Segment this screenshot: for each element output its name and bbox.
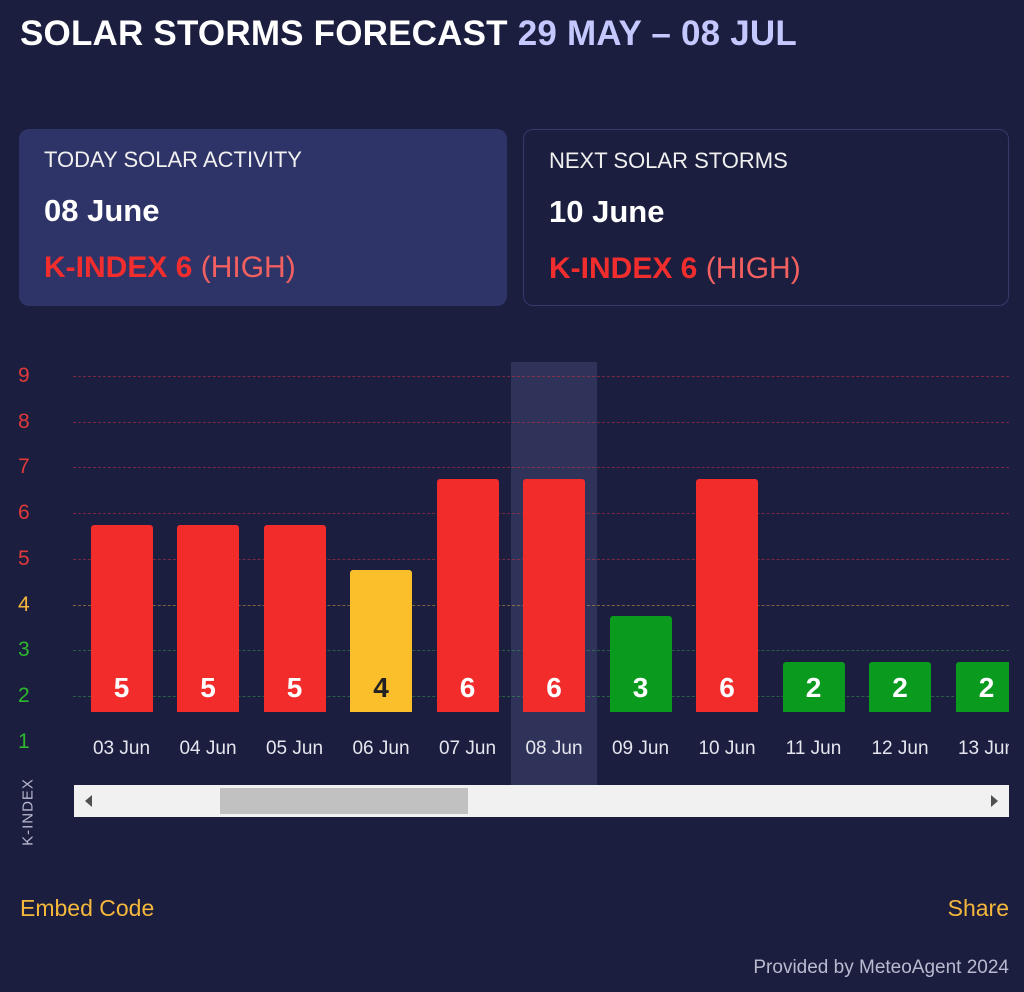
next-kindex: K-INDEX 6 (HIGH) <box>549 252 801 286</box>
y-tick-6: 6 <box>18 501 30 525</box>
chart-scrollbar[interactable] <box>74 785 1009 817</box>
today-activity-card: TODAY SOLAR ACTIVITY 08 June K-INDEX 6 (… <box>19 129 507 306</box>
x-tick-label: 12 Jun <box>871 738 929 759</box>
bar-value-label: 2 <box>978 671 995 703</box>
bar-08-jun[interactable] <box>523 478 585 712</box>
embed-code-link[interactable]: Embed Code <box>20 895 155 921</box>
y-tick-9: 9 <box>18 364 30 387</box>
bar-value-label: 6 <box>719 671 735 703</box>
next-storms-card: NEXT SOLAR STORMS 10 June K-INDEX 6 (HIG… <box>523 129 1009 306</box>
x-tick-label: 13 Jun <box>957 738 1009 759</box>
next-kindex-value: K-INDEX 6 <box>549 252 698 285</box>
bar-value-label: 5 <box>286 671 303 703</box>
x-tick-label: 04 Jun <box>179 738 237 759</box>
today-card-date: 08 June <box>44 193 160 228</box>
gridline-9 <box>73 376 1009 377</box>
y-tick-3: 3 <box>18 638 30 662</box>
y-tick-7: 7 <box>18 455 30 479</box>
bar-06-jun[interactable] <box>350 570 412 712</box>
x-tick-label: 10 Jun <box>698 738 756 759</box>
bar-04-jun[interactable] <box>177 524 239 712</box>
bar-13-jun[interactable] <box>955 661 1009 712</box>
bar-value-label: 4 <box>373 671 389 703</box>
date-range: 29 MAY – 08 JUL <box>517 14 797 53</box>
next-card-label: NEXT SOLAR STORMS <box>549 148 788 173</box>
x-tick-label: 03 Jun <box>92 738 151 759</box>
scroll-left-icon[interactable] <box>85 795 92 807</box>
gridline-7 <box>73 467 1009 469</box>
bar-09-jun[interactable] <box>609 615 672 712</box>
next-card-date: 10 June <box>549 194 665 229</box>
today-card-label: TODAY SOLAR ACTIVITY <box>44 147 302 172</box>
bar-value-label: 5 <box>113 671 130 703</box>
kindex-bar-chart[interactable]: 5 03 Jun 5 04 Jun 5 05 Jun 4 06 Jun 6 07 Jun 6 08 J… <box>73 362 1009 786</box>
y-tick-4: 4 <box>18 592 30 616</box>
y-axis-title: K-INDEX <box>19 778 37 846</box>
today-kindex: K-INDEX 6 (HIGH) <box>44 251 296 285</box>
gridline-8 <box>73 421 1009 423</box>
bar-05-jun[interactable] <box>263 524 326 712</box>
x-tick-label: 05 Jun <box>265 738 324 759</box>
bar-value-label: 2 <box>892 671 908 703</box>
y-tick-2: 2 <box>18 683 30 707</box>
bar-value-label: 6 <box>459 671 476 703</box>
page-title: SOLAR STORMS FORECAST 29 MAY – 08 JUL <box>20 14 797 54</box>
today-kindex-level: (HIGH) <box>200 251 296 284</box>
next-kindex-level: (HIGH) <box>705 252 801 285</box>
x-tick-label: 06 Jun <box>352 738 410 759</box>
bar-10-jun[interactable] <box>696 478 758 712</box>
x-tick-label: 07 Jun <box>438 738 497 759</box>
bar-value-label: 2 <box>805 671 822 703</box>
bar-value-label: 3 <box>632 671 649 703</box>
bar-value-label: 6 <box>546 671 562 703</box>
x-tick-label: 08 Jun <box>525 738 583 759</box>
bar-11-jun[interactable] <box>782 661 845 712</box>
bar-value-label: 5 <box>200 671 216 703</box>
scrollbar-thumb[interactable] <box>220 788 468 814</box>
title-text: SOLAR STORMS FORECAST <box>20 14 508 53</box>
x-tick-label: 09 Jun <box>611 738 670 759</box>
x-tick-label: 11 Jun <box>785 738 842 759</box>
y-tick-5: 5 <box>18 546 30 570</box>
bar-07-jun[interactable] <box>436 478 499 712</box>
bar-03-jun[interactable] <box>90 524 153 712</box>
provided-by-credit: Provided by MeteoAgent 2024 <box>753 957 1009 978</box>
y-tick-8: 8 <box>18 409 30 433</box>
today-kindex-value: K-INDEX 6 <box>44 251 193 284</box>
bar-12-jun[interactable] <box>869 661 931 712</box>
share-link[interactable]: Share <box>947 895 1009 921</box>
y-tick-1: 1 <box>18 729 30 753</box>
scroll-right-icon[interactable] <box>991 795 998 807</box>
